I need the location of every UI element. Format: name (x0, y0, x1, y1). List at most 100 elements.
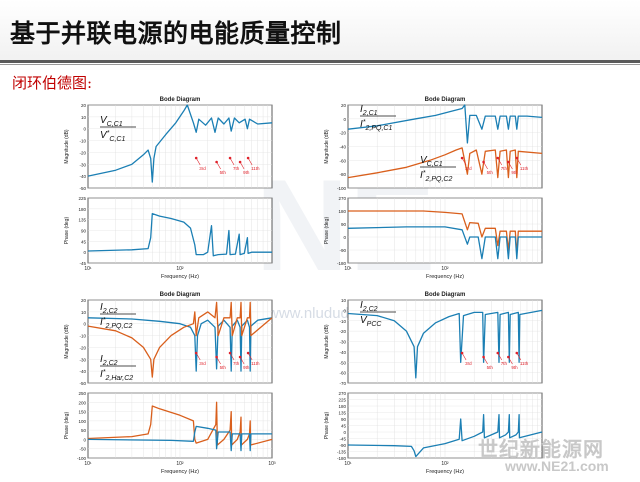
chart4-xlabel: Frequency (Hz) (426, 469, 464, 475)
chart4-phase-tick-label: 225 (338, 398, 346, 403)
chart4-phase-tick-label: 180 (338, 404, 346, 409)
chart1-mag-tick-label: -40 (79, 174, 86, 179)
chart2-phase-series-blue (347, 226, 542, 260)
chart1-harmonic-pointer (229, 157, 235, 166)
chart4-harmonic-label: 3rd (465, 361, 472, 366)
chart4-harmonic-pointer (497, 352, 503, 361)
chart1-harmonic-label: 7th (233, 166, 240, 171)
chart2-phase-tick-label: 270 (338, 196, 346, 201)
chart3-mag-tick-label: -50 (79, 381, 86, 386)
chart2-harmonic-pointer (508, 161, 513, 170)
chart1-tf-label-denominator: V*C,C1 (100, 130, 125, 143)
chart1-tf-label: VC,C1 V*C,C1 (100, 115, 136, 143)
chart1-phase-tick-label: 45 (81, 239, 87, 244)
chart4-mag-tick-label: -70 (339, 381, 346, 386)
chart1-xlabel: Frequency (Hz) (161, 274, 199, 280)
chart2-mag-tick-label: -100 (337, 186, 347, 191)
chart2-harmonic-label: 3rd (465, 166, 472, 171)
chart1-x-tick-label: 10¹ (84, 266, 92, 272)
bode-chart-1: Bode Diagram 20 10 0 -10 -20 -30 -40 -50 225 180 13… (64, 97, 273, 280)
chart3-phase-tick-label: -50 (79, 447, 86, 452)
chart4-mag-tick-label: 10 (341, 298, 347, 303)
chart4-harmonic-pointer (508, 356, 513, 365)
title-divider (0, 60, 640, 63)
bode-chart-4: Bode Diagram 10 0 -10 -20 -30 -40 -50 -60 -70 270 2… (324, 292, 543, 475)
chart2-mag-tick-label: -40 (339, 145, 346, 150)
chart2-phase-tick-label: 90 (341, 222, 347, 227)
chart4-harmonic-marker (482, 355, 485, 359)
chart3-mag-tick-label: 20 (81, 298, 87, 303)
chart3-phase-tick-label: -100 (77, 456, 87, 461)
chart2-harmonic-pointer (483, 161, 488, 170)
chart2-harmonic-label: 5th (487, 170, 494, 175)
chart1-mag-tick-label: -20 (79, 150, 86, 155)
chart3-harmonic-pointer (247, 352, 253, 361)
chart4-harmonic-pointer (516, 352, 522, 361)
chart3-tf-label-top: I2,C2 I*2,PQ,C2 (100, 302, 136, 330)
slide-header (0, 0, 640, 62)
bode-chart-3: Bode Diagram20100-10-20-30-40-5025020015… (64, 292, 276, 475)
chart3-phase-tick-label: 100 (78, 419, 86, 424)
chart4-phase-tick-label: 0 (343, 430, 346, 435)
chart2-xlabel: Frequency (Hz) (426, 274, 464, 280)
chart2-harmonic-pointer (461, 157, 467, 166)
chart4-mag-ylabel: Magnitude (dB) (324, 324, 330, 359)
chart4-phase-tick-label: -135 (337, 450, 347, 455)
chart3-harmonic-label: 7th (233, 361, 240, 366)
chart1-harmonic-pointer (239, 161, 245, 170)
chart4-mag-tick-label: -30 (339, 340, 346, 345)
chart1-mag-tick-label: -10 (79, 139, 86, 144)
chart3-x-tick-label: 10² (176, 461, 184, 467)
chart1-phase-tick-label: -45 (79, 261, 86, 266)
chart3-phase-tick-label: 150 (78, 410, 86, 415)
chart2-harmonic-marker (482, 160, 485, 164)
chart1-phase-tick-label: 180 (78, 207, 86, 212)
chart2-mag-ylabel: Magnitude (dB) (324, 129, 330, 164)
chart4-mag-tick-label: -40 (339, 350, 346, 355)
title-divider-thin (0, 64, 640, 65)
chart4-harmonic-label: 9th (511, 365, 518, 370)
chart4-harmonic-label: 11th (520, 361, 529, 366)
chart1-phase-series-blue (87, 212, 272, 257)
chart1-harmonic-label: 11th (251, 166, 260, 171)
chart2-mag-tick-label: 20 (341, 103, 347, 108)
chart2-tf-label-bottom-numerator: VC,C1 (420, 155, 443, 168)
chart4-harmonic-pointer (461, 352, 467, 361)
chart1-mag-ylabel: Magnitude (dB) (64, 129, 70, 164)
chart1-magnitude-series-blue (87, 104, 273, 183)
chart4-harmonic-label: 5th (487, 365, 494, 370)
chart2-phase-tick-label: 180 (338, 209, 346, 214)
chart2-tf-label-top: I2,C1 I*2,PQ,C1 (360, 104, 396, 132)
chart4-x-tick-label: 10¹ (344, 461, 352, 467)
bode-chart-2: Bode Diagram 20 0 -20 -40 -60 -80 -100 270 180 90 0… (324, 97, 543, 280)
chart1-tf-label-numerator: VC,C1 (100, 115, 123, 128)
chart2-mag-tick-label: 0 (343, 117, 346, 122)
chart3-mag-tick-label: -40 (79, 369, 86, 374)
chart2-harmonic-label: 7th (501, 166, 508, 171)
chart1-harmonic-pointer (247, 157, 253, 166)
chart3-mag-tick-label: 10 (81, 310, 87, 315)
chart1-phase-tick-label: 90 (81, 229, 87, 234)
chart2-tf-label-bottom: VC,C1 I*2,PQ,C2 (420, 155, 456, 183)
chart3-x-tick-label: 10¹ (84, 461, 92, 467)
chart4-harmonic-pointer (483, 356, 488, 365)
chart4-tf-label-numerator: I2,C2 (360, 300, 378, 313)
chart3-harmonic-pointer (216, 356, 221, 365)
chart4-phase-tick-label: 135 (338, 411, 346, 416)
chart4-mag-tick-label: 0 (343, 308, 346, 313)
chart3-tf-label-top-denominator: I*2,PQ,C2 (100, 317, 132, 330)
chart3-mag-ylabel: Magnitude (dB) (64, 324, 70, 359)
chart1-harmonic-pointer (195, 157, 201, 166)
chart4-phase-tick-label: -180 (337, 456, 347, 461)
chart4-phase-tick-label: -90 (339, 443, 346, 448)
chart3-harmonic-label: 5th (220, 365, 227, 370)
chart3-harmonic-pointer (239, 356, 245, 365)
chart4-title: Bode Diagram (425, 292, 466, 298)
chart3-xlabel: Frequency (Hz) (161, 469, 199, 475)
chart4-mag-tick-label: -20 (339, 329, 346, 334)
chart2-mag-tick-label: -80 (339, 172, 346, 177)
chart1-phase-tick-label: 0 (83, 250, 86, 255)
chart3-mag-tick-label: -30 (79, 357, 86, 362)
chart1-mag-tick-label: 0 (83, 127, 86, 132)
chart4-phase-series-blue (347, 414, 543, 458)
